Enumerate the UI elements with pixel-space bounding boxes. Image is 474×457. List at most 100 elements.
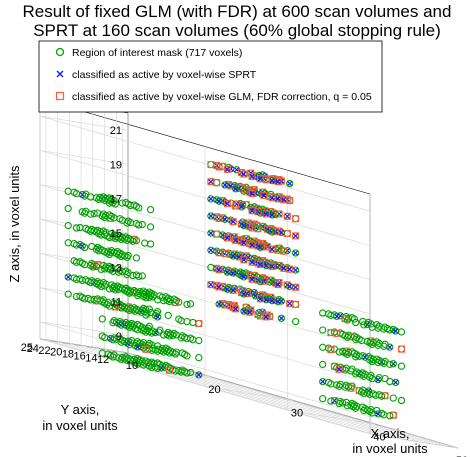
glm-active-marker [327,346,335,354]
roi-voxel-marker [360,372,368,380]
roi-voxel-marker [64,239,72,247]
grid-line [204,386,294,401]
sprt-active-marker [249,276,255,282]
sprt-active-marker [284,213,290,219]
roi-voxel-marker [291,249,300,257]
roi-voxel-marker [146,240,155,248]
roi-voxel-marker [72,241,81,249]
roi-voxel-marker [126,218,135,227]
glm-active-marker [223,200,231,208]
grid-lines [39,99,459,449]
sprt-active-marker [232,186,239,192]
legend-box [38,40,383,113]
x-tick-label: 20 [208,384,220,396]
roi-voxel-marker [81,192,89,200]
roi-voxel-marker [368,340,376,349]
grid-line [39,321,129,337]
glm-active-marker [268,245,276,253]
roi-voxel-marker [231,185,240,193]
roi-voxel-marker [177,334,185,342]
sprt-active-marker [263,262,269,269]
roi-voxel-marker [123,270,131,279]
sprt-active-marker [238,204,245,210]
grid-line [39,115,371,212]
roi-voxel-marker [240,187,248,195]
roi-voxel-marker [397,345,406,353]
y-tick-label: 22 [38,345,50,357]
roi-voxel-marker [397,396,406,405]
sprt-active-marker [224,286,230,292]
z-tick-label: 15 [110,228,122,240]
sprt-active-marker [208,247,214,253]
roi-voxel-marker [352,318,360,327]
roi-voxel-marker [343,316,352,324]
roi-voxel-marker [154,313,162,321]
roi-voxel-marker [221,181,229,189]
roi-voxel-marker [134,360,142,368]
sprt-active-marker [269,298,275,304]
roi-voxel-marker [105,302,114,310]
roi-voxel-marker [240,290,248,298]
sprt-active-marker [320,378,326,385]
roi-voxel-marker [319,326,327,334]
roi-voxel-marker [81,295,89,303]
x-tick-label: 30 [291,408,303,420]
sprt-active-marker [263,314,269,320]
roi-voxel-marker [343,402,352,410]
roi-voxel-marker [134,326,142,334]
roi-voxel-marker [159,331,168,339]
roi-voxel-marker [125,340,134,349]
glm-active-marker [248,258,256,266]
sprt-active-marker [216,301,222,307]
sprt-active-marker [287,300,293,307]
roi-voxel-marker [97,265,105,274]
roi-voxel-marker [183,317,191,326]
roi-voxel-marker [72,292,81,301]
glm-active-marker [229,218,237,226]
roi-voxel-marker [135,307,143,315]
sprt-active-marker [287,266,293,272]
roi-voxel-marker [135,204,143,212]
roi-voxel-marker [118,199,126,207]
sprt-active-marker [208,230,214,236]
glm-active-marker [232,305,240,313]
roi-voxel-marker [101,213,109,222]
grid-line [39,150,371,246]
glm-active-marker [215,249,223,257]
roi-voxel-marker [360,321,368,329]
x-tick-label: 10 [126,360,138,372]
roi-voxel-marker [148,341,156,349]
roi-voxel-marker [89,263,97,271]
glm-active-marker [215,283,223,291]
sprt-active-marker [393,379,399,386]
roi-voxel-marker [86,227,95,235]
roi-voxel-marker [355,352,363,360]
glm-active-marker [292,215,300,223]
roi-voxel-marker [105,233,114,242]
roi-voxel-marker [291,215,300,223]
roi-voxel-marker [319,377,327,386]
roi-voxel-marker [146,206,155,214]
sprt-active-marker [216,284,222,290]
roi-voxel-marker [72,275,81,284]
roi-voxel-marker [368,357,376,366]
sprt-active-marker [292,250,299,256]
roi-voxel-marker [397,328,406,336]
roi-voxel-marker [101,265,109,273]
sprt-active-marker [196,372,202,378]
tick-labels: 102030405012141618202224259111315171921 [21,125,468,457]
glm-active-marker [240,239,248,247]
legend: Region of interest mask (717 voxels) cla… [38,40,383,113]
glm-active-marker [248,224,256,232]
roi-voxel-marker [240,221,248,230]
roi-voxel-marker [327,380,335,388]
legend-x-marker [56,70,64,78]
roi-voxel-marker [319,360,327,369]
grid-line [287,409,376,425]
roi-voxel-marker [223,268,232,276]
roi-voxel-marker [352,370,360,378]
glm-active-marker [268,194,276,202]
z-tick-label: 21 [110,125,122,137]
sprt-active-marker [232,306,239,312]
sprt-active-marker [230,219,236,225]
